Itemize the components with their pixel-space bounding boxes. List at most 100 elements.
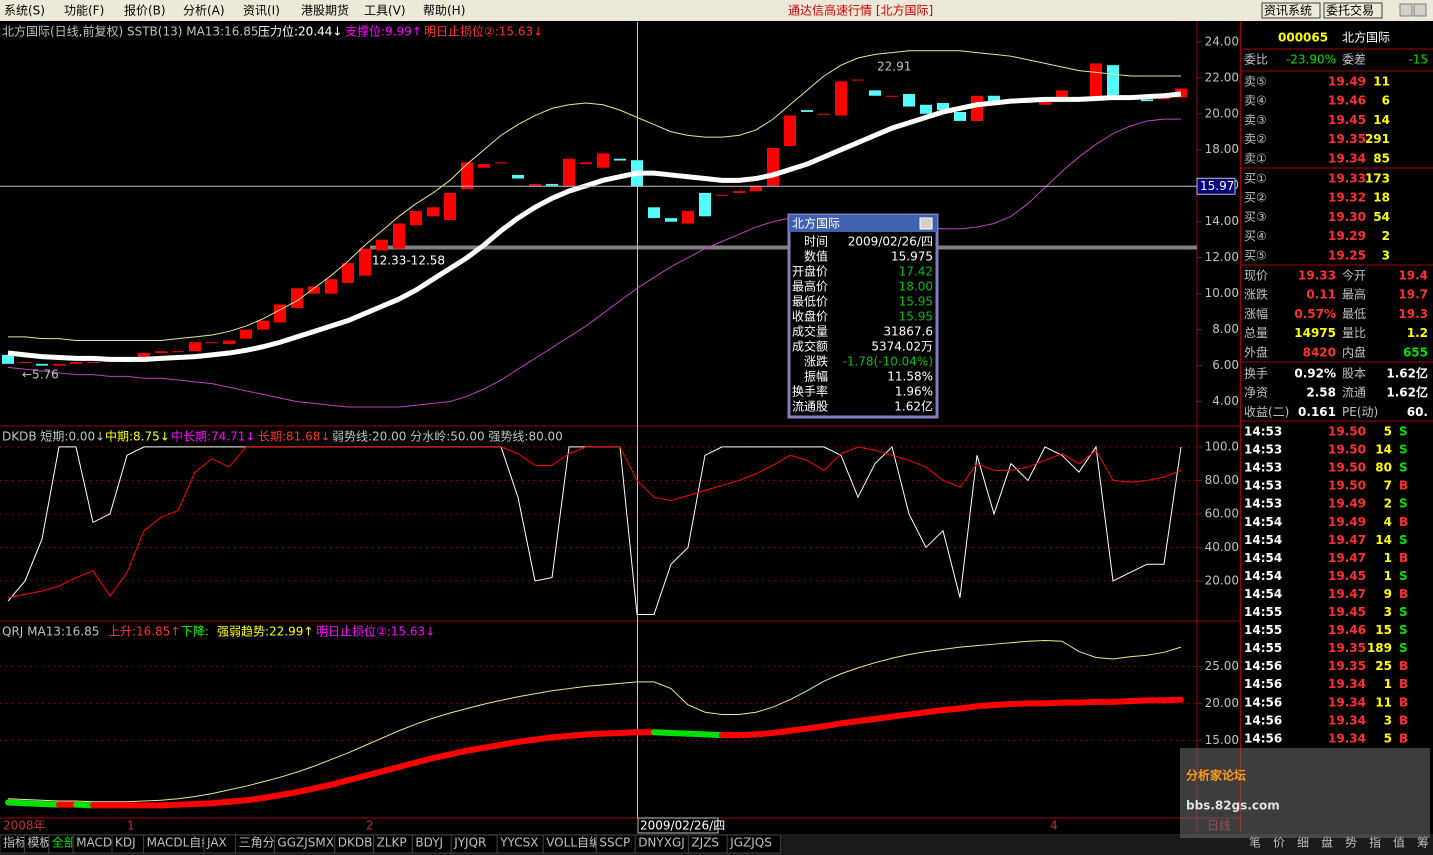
indicator-tab-label[interactable]: 指标 xyxy=(3,835,27,850)
stat-label: 净资 xyxy=(1244,386,1268,400)
indicator-tab-label[interactable]: SSCP xyxy=(599,836,630,850)
trade-side: S xyxy=(1399,641,1408,655)
candle-body xyxy=(886,95,898,97)
indicator-tab-label[interactable]: KDJ xyxy=(115,836,136,850)
popup-close[interactable] xyxy=(919,217,933,230)
side-tab[interactable]: 盘 xyxy=(1321,835,1333,850)
candle-body xyxy=(937,102,949,111)
popup-value: 18.00 xyxy=(899,280,933,294)
order-price: 19.25 xyxy=(1328,248,1366,262)
indicator-tab[interactable] xyxy=(726,834,781,854)
trade-side: S xyxy=(1399,443,1408,457)
indicator-tab-label[interactable]: BDYJ xyxy=(415,836,443,850)
indicator-tab-label[interactable]: DKDB xyxy=(338,836,373,850)
popup-value: 15.95 xyxy=(899,310,933,324)
indicator-tab-label[interactable]: JYJQR xyxy=(453,836,486,850)
order-volume: 11 xyxy=(1373,75,1390,89)
menu-item[interactable]: 工具(V) xyxy=(364,4,406,18)
candle-body xyxy=(478,164,490,168)
order-level: 买⑤ xyxy=(1244,248,1267,262)
pane-label: DKDB 短期:0.00↓ xyxy=(2,430,105,444)
candle-body xyxy=(869,90,881,96)
pane-label: 压力位:20.44↓ xyxy=(258,24,342,39)
trade-time: 14:54 xyxy=(1244,587,1282,601)
stat-value: 1.2 xyxy=(1407,326,1428,340)
popup-label: 涨跌 xyxy=(804,354,828,369)
candle-body xyxy=(852,79,864,81)
stat-label: 外盘 xyxy=(1244,344,1268,359)
popup-value: 2009/02/26/四 xyxy=(848,235,933,249)
trade-volume: 3 xyxy=(1384,605,1392,619)
stat-label: 流通 xyxy=(1342,386,1366,400)
side-tab[interactable]: 筹 xyxy=(1417,836,1429,850)
indicator-tab-label[interactable]: 模板 xyxy=(27,836,51,850)
trade-time: 14:55 xyxy=(1244,605,1282,619)
candle-body xyxy=(274,304,286,323)
trade-side: S xyxy=(1399,623,1408,637)
indicator-tab-label[interactable]: DNYXGJ xyxy=(638,836,685,850)
trade-price: 19.50 xyxy=(1328,479,1366,493)
window-title: 通达信高速行情 [北方国际] xyxy=(788,3,933,18)
order-volume: 14 xyxy=(1373,113,1390,127)
side-tab[interactable]: 指 xyxy=(1369,835,1381,850)
indicator-tab-label[interactable]: GGZJSMX xyxy=(277,836,334,850)
candle-body xyxy=(308,286,320,294)
indicator-tab-label[interactable]: JAX xyxy=(206,836,227,850)
popup-label: 最高价 xyxy=(792,279,828,294)
side-tab[interactable]: 笔 xyxy=(1249,835,1261,850)
menu-item[interactable]: 系统(S) xyxy=(4,4,45,18)
crosshair-label-box xyxy=(1196,177,1236,195)
side-tab[interactable]: 细 xyxy=(1297,836,1309,850)
indicator-tab-label[interactable]: VOLL自编 xyxy=(546,835,601,850)
trade-time: 14:53 xyxy=(1244,443,1282,457)
menu-item[interactable]: 帮助(H) xyxy=(423,4,465,18)
trade-volume: 80 xyxy=(1375,461,1392,475)
menu-item[interactable]: 港股期货 xyxy=(301,3,349,18)
order-level: 买① xyxy=(1244,172,1267,186)
candle-body xyxy=(325,279,337,294)
indicator-tab-label[interactable]: JGZJQS xyxy=(729,836,772,850)
indicator-tab-label[interactable]: YYCSX xyxy=(499,836,538,850)
stat-value: 1.62亿 xyxy=(1386,366,1428,381)
menu-item[interactable]: 功能(F) xyxy=(64,4,104,18)
y-tick-label: 22.00 xyxy=(1205,70,1239,84)
popup-label: 时间 xyxy=(804,235,828,249)
popup-label: 开盘价 xyxy=(792,264,828,279)
side-tab[interactable]: 价 xyxy=(1273,836,1285,850)
side-tab[interactable]: 势 xyxy=(1345,836,1357,850)
menu-item[interactable]: 分析(A) xyxy=(183,4,225,18)
trade-price: 19.47 xyxy=(1328,587,1366,601)
stat-label: 内盘 xyxy=(1342,344,1366,359)
indicator-line xyxy=(7,118,1181,408)
toolbar-button[interactable] xyxy=(1323,2,1383,19)
indicator-tab-label[interactable]: MACDL自编 xyxy=(147,835,214,850)
pane-label: 下降: xyxy=(181,625,209,639)
indicator-tab-label[interactable]: 全部 xyxy=(52,835,76,850)
toolbar-button-label[interactable]: 委托交易 xyxy=(1326,3,1374,18)
candle-body xyxy=(954,111,966,121)
toolbar-button[interactable] xyxy=(1261,2,1321,19)
toolbar-button-label[interactable]: 资讯系统 xyxy=(1264,4,1312,18)
order-volume: 173 xyxy=(1365,172,1390,186)
indicator-tab-label[interactable]: ZLKP xyxy=(377,836,407,850)
close-button[interactable] xyxy=(1413,3,1427,17)
trend-segment xyxy=(1161,696,1184,704)
pane-label: 上升:16.85↑ xyxy=(108,625,180,639)
popup-value: 15.95 xyxy=(899,295,933,309)
y-tick-label: 40.00 xyxy=(1205,540,1239,554)
quote-label: 委比 xyxy=(1244,53,1268,67)
trade-time: 14:53 xyxy=(1244,461,1282,475)
indicator-tab-label[interactable]: MACD xyxy=(76,836,112,850)
indicator-tab-label[interactable]: ZJZS xyxy=(691,836,719,850)
trade-side: S xyxy=(1399,425,1408,439)
trade-price: 19.34 xyxy=(1328,713,1366,727)
minimize-button[interactable] xyxy=(1399,3,1413,17)
menu-item[interactable]: 资讯(I) xyxy=(243,4,280,18)
candle-body xyxy=(529,183,541,186)
menu-item[interactable]: 报价(B) xyxy=(124,3,166,18)
trade-side: S xyxy=(1399,497,1408,511)
side-tab[interactable]: 值 xyxy=(1393,835,1405,850)
order-level: 买② xyxy=(1244,191,1267,205)
trade-time: 14:53 xyxy=(1244,497,1282,511)
